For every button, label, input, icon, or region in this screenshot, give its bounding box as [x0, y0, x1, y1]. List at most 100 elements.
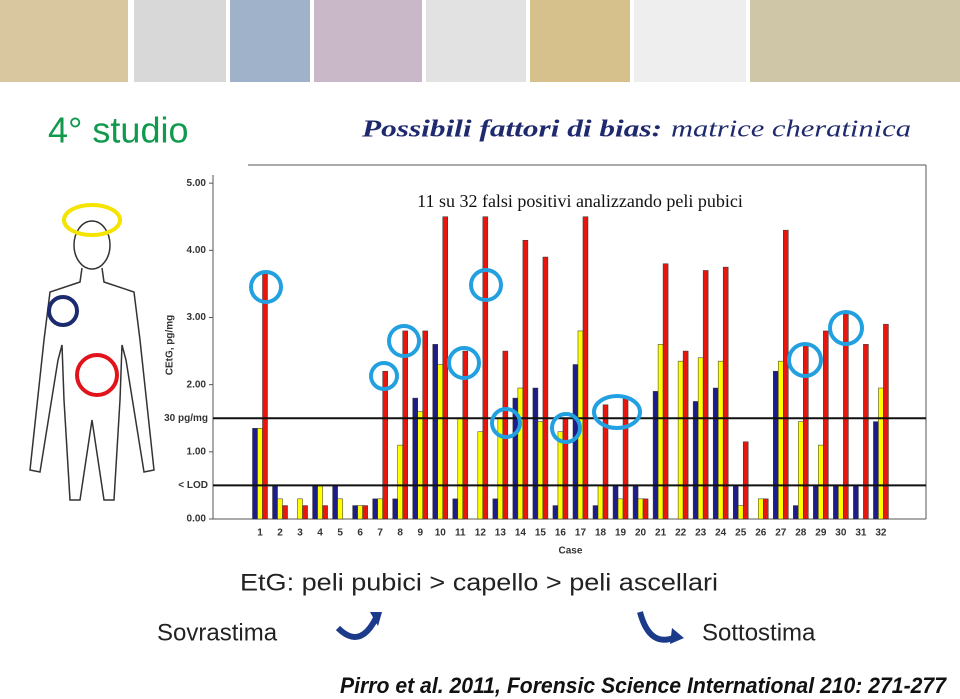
bar — [352, 505, 358, 520]
x-tick-label: 15 — [535, 528, 547, 539]
bar — [662, 263, 669, 520]
bar — [272, 485, 278, 520]
y-tick-label: 3.00 — [187, 312, 207, 323]
highlight-circle — [62, 203, 122, 237]
overestimate-label: Sovrastima — [157, 619, 278, 646]
bar — [773, 370, 779, 520]
x-tick-label: 32 — [875, 528, 887, 539]
bar — [582, 216, 589, 520]
bar — [482, 216, 489, 520]
y-tick-label: 1.00 — [187, 446, 207, 457]
bar — [432, 344, 439, 520]
x-tick-label: 2 — [277, 528, 283, 539]
bar — [412, 397, 418, 520]
underestimate-label: Sottostima — [702, 619, 816, 646]
bar — [612, 485, 619, 520]
x-tick-label: 11 — [455, 528, 466, 539]
bar — [763, 498, 769, 520]
x-tick-label: 28 — [795, 528, 807, 539]
bar — [277, 498, 283, 520]
bar — [372, 498, 378, 520]
bar — [452, 498, 459, 520]
bar — [362, 505, 368, 520]
bar — [637, 498, 644, 520]
bar — [437, 364, 444, 520]
photo-strip — [0, 0, 960, 82]
bar — [537, 421, 544, 520]
bar — [392, 498, 398, 520]
x-tick-label: 22 — [675, 528, 687, 539]
bar — [542, 256, 549, 520]
bar — [312, 485, 318, 520]
bar — [732, 485, 739, 520]
bar — [833, 485, 839, 520]
bar — [602, 404, 609, 520]
x-tick-label: 12 — [475, 528, 487, 539]
bar — [617, 498, 624, 520]
bar — [377, 498, 383, 520]
bar — [878, 387, 884, 520]
bar — [742, 441, 749, 520]
arrow — [335, 616, 379, 640]
bar — [622, 397, 629, 520]
bar — [457, 417, 464, 520]
finding: EtG: peli pubici > capello > peli ascell… — [240, 569, 718, 596]
x-tick-label: 7 — [377, 528, 383, 539]
bar — [873, 421, 879, 520]
bar — [517, 387, 524, 520]
bar — [863, 344, 869, 520]
bar — [382, 370, 388, 520]
x-tick-label: 23 — [695, 528, 707, 539]
x-tick-label: 9 — [417, 528, 423, 539]
bar — [818, 444, 824, 520]
reference-label: < LOD — [178, 480, 208, 491]
bar — [477, 431, 484, 520]
bar — [697, 357, 704, 520]
bar — [422, 330, 428, 520]
bar — [682, 350, 689, 520]
arrow-head — [370, 612, 382, 626]
bar — [357, 505, 363, 520]
x-tick-label: 8 — [397, 528, 403, 539]
bar — [492, 498, 499, 520]
bar — [332, 485, 338, 520]
bar — [322, 505, 328, 520]
x-tick-label: 6 — [357, 528, 363, 539]
x-tick-label: 25 — [735, 528, 747, 539]
bar — [337, 498, 343, 520]
x-tick-label: 13 — [495, 528, 507, 539]
body-figure — [29, 220, 155, 501]
bar — [402, 330, 408, 520]
photo — [530, 0, 630, 82]
y-tick-label: 0.00 — [187, 514, 207, 525]
bar — [397, 444, 403, 520]
bar — [522, 239, 529, 520]
citation: Pirro et al. 2011, Forensic Science Inte… — [340, 673, 948, 698]
highlight-circle — [47, 295, 79, 327]
bar — [853, 485, 859, 520]
bar — [798, 421, 804, 520]
bar — [262, 273, 268, 520]
x-tick-label: 29 — [815, 528, 827, 539]
photo — [314, 0, 422, 82]
y-axis-label: CEtG, pg/mg — [165, 315, 176, 376]
photo — [134, 0, 226, 82]
bar — [657, 344, 664, 520]
bar — [257, 428, 263, 520]
slide-title: Possibili fattori di bias: — [361, 117, 662, 143]
chart: 0.00 1.00 2.00 3.00 4.00 5.00 CEtG, pg/mg 30 pg… — [164, 164, 927, 557]
x-tick-label: 10 — [435, 528, 447, 539]
bar — [712, 387, 719, 520]
x-tick-label: 26 — [755, 528, 767, 539]
x-tick-label: 21 — [655, 528, 667, 539]
x-tick-label: 5 — [337, 528, 343, 539]
bar — [252, 428, 258, 520]
bar — [717, 360, 724, 520]
x-tick-label: 27 — [775, 528, 787, 539]
bar — [838, 485, 844, 520]
bar — [823, 330, 829, 520]
bar — [702, 270, 709, 520]
x-tick-label: 3 — [297, 528, 303, 539]
